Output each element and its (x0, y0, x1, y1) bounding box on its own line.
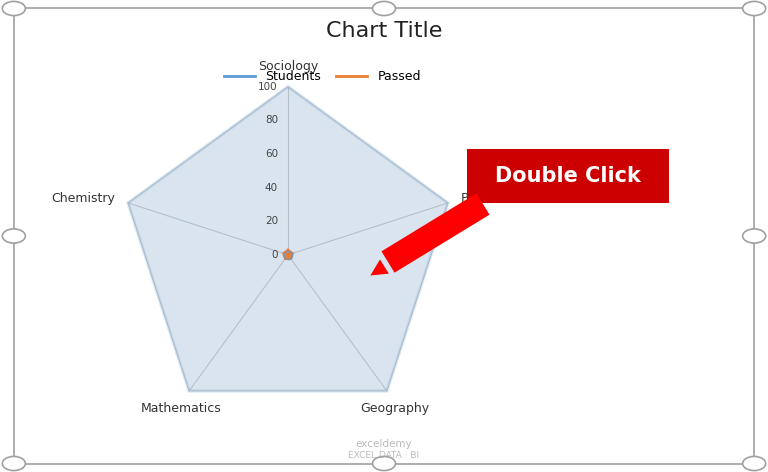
Polygon shape (128, 86, 448, 391)
Text: Sociology: Sociology (258, 60, 318, 73)
Text: 80: 80 (265, 115, 278, 125)
Legend: Students, Passed: Students, Passed (219, 65, 426, 88)
Circle shape (372, 456, 396, 471)
Text: 100: 100 (258, 82, 278, 92)
Text: EXCEL DATA · BI: EXCEL DATA · BI (349, 452, 419, 461)
FancyBboxPatch shape (467, 149, 669, 203)
Circle shape (2, 1, 25, 16)
Text: 40: 40 (265, 183, 278, 193)
Circle shape (2, 456, 25, 471)
Polygon shape (128, 86, 448, 391)
Polygon shape (160, 120, 416, 364)
Circle shape (372, 1, 396, 16)
Circle shape (743, 1, 766, 16)
Circle shape (2, 229, 25, 243)
Circle shape (743, 229, 766, 243)
Text: Double Click: Double Click (495, 166, 641, 186)
Polygon shape (256, 221, 320, 282)
Text: 60: 60 (265, 149, 278, 159)
Text: Physics: Physics (461, 192, 507, 205)
Polygon shape (192, 154, 384, 337)
Text: Mathematics: Mathematics (141, 402, 221, 415)
Text: 20: 20 (265, 216, 278, 226)
Text: Chart Title: Chart Title (326, 21, 442, 41)
Text: exceldemy: exceldemy (356, 439, 412, 449)
Polygon shape (224, 187, 352, 309)
Text: Geography: Geography (360, 402, 429, 415)
Text: 0: 0 (271, 250, 278, 260)
Text: Chemistry: Chemistry (51, 192, 115, 205)
Circle shape (743, 456, 766, 471)
